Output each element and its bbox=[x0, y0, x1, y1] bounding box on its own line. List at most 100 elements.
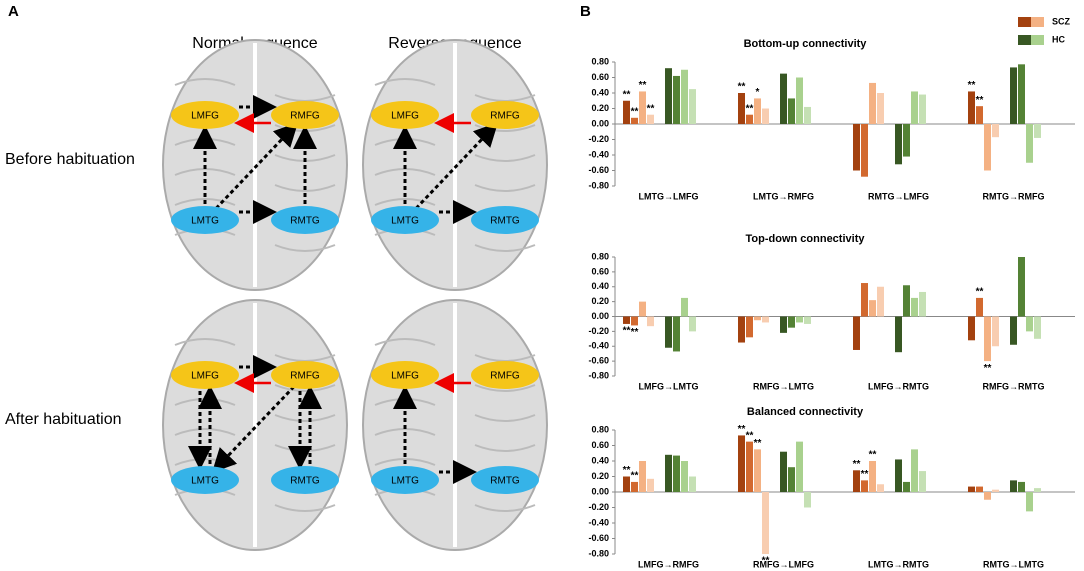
bar bbox=[796, 77, 803, 124]
bar bbox=[639, 301, 646, 317]
bar bbox=[788, 467, 795, 492]
significance: ** bbox=[861, 469, 869, 480]
node-label: LMFG bbox=[391, 111, 419, 122]
bar bbox=[911, 449, 918, 492]
node bbox=[471, 361, 539, 389]
significance: ** bbox=[746, 103, 754, 114]
bar bbox=[804, 492, 811, 508]
bar bbox=[647, 316, 654, 327]
y-tick-label: -0.80 bbox=[588, 548, 609, 558]
bar bbox=[796, 441, 803, 492]
y-tick-label: 0.00 bbox=[591, 118, 609, 128]
bar bbox=[623, 100, 630, 124]
bar bbox=[746, 114, 753, 124]
bar bbox=[861, 124, 868, 177]
bar bbox=[895, 459, 902, 492]
bar bbox=[623, 476, 630, 492]
node bbox=[371, 206, 439, 234]
significance: ** bbox=[647, 103, 655, 114]
bar bbox=[631, 481, 638, 492]
bar bbox=[919, 291, 926, 317]
legend-swatch bbox=[1031, 17, 1044, 27]
legend-swatch bbox=[1031, 35, 1044, 45]
bar bbox=[804, 316, 811, 324]
bar bbox=[762, 316, 769, 323]
bar bbox=[984, 316, 991, 362]
chart-title: Top-down connectivity bbox=[746, 233, 866, 245]
panel-label: B bbox=[580, 3, 591, 20]
bar bbox=[1010, 67, 1017, 124]
bar bbox=[903, 124, 910, 157]
y-tick-label: -0.20 bbox=[588, 326, 609, 336]
significance: ** bbox=[976, 95, 984, 106]
node-label: RMTG bbox=[290, 476, 320, 487]
bar bbox=[903, 285, 910, 317]
node bbox=[371, 361, 439, 389]
bar bbox=[869, 300, 876, 317]
y-tick-label: 0.20 bbox=[591, 296, 609, 306]
bar bbox=[984, 124, 991, 171]
bar bbox=[1034, 316, 1041, 339]
bar bbox=[804, 106, 811, 124]
x-tick-label: LMTG→RMFG bbox=[753, 191, 814, 201]
node bbox=[471, 101, 539, 129]
y-tick-label: -0.40 bbox=[588, 517, 609, 527]
bar bbox=[877, 93, 884, 124]
arrow bbox=[414, 122, 499, 210]
y-tick-label: -0.60 bbox=[588, 356, 609, 366]
significance: ** bbox=[968, 80, 976, 91]
node-label: RMTG bbox=[490, 216, 520, 227]
node bbox=[171, 101, 239, 129]
significance: ** bbox=[623, 465, 631, 476]
significance: * bbox=[756, 87, 760, 98]
node bbox=[171, 466, 239, 494]
y-tick-label: -0.80 bbox=[588, 180, 609, 190]
y-tick-label: -0.60 bbox=[588, 165, 609, 175]
node bbox=[471, 466, 539, 494]
bar bbox=[919, 94, 926, 124]
significance: ** bbox=[746, 430, 754, 441]
x-tick-label: LMTG→LMFG bbox=[639, 191, 699, 201]
row-title: Before habituation bbox=[5, 151, 135, 168]
bar bbox=[681, 297, 688, 317]
arrow bbox=[211, 385, 296, 473]
bar bbox=[689, 89, 696, 124]
significance: ** bbox=[754, 438, 762, 449]
x-tick-label: LMFG→RMTG bbox=[868, 381, 929, 391]
significance: ** bbox=[869, 450, 877, 461]
node-label: LMTG bbox=[191, 476, 219, 487]
bar bbox=[1010, 480, 1017, 492]
bar bbox=[754, 316, 761, 321]
y-tick-label: -0.40 bbox=[588, 341, 609, 351]
y-tick-label: 0.80 bbox=[591, 424, 609, 434]
y-tick-label: 0.20 bbox=[591, 471, 609, 481]
bar bbox=[992, 124, 999, 138]
bar bbox=[1026, 124, 1033, 163]
legend-swatch bbox=[1018, 35, 1031, 45]
y-tick-label: 0.40 bbox=[591, 281, 609, 291]
x-tick-label: RMTG→LMFG bbox=[868, 191, 929, 201]
bar bbox=[853, 316, 860, 350]
node-label: LMFG bbox=[391, 371, 419, 382]
node-label: LMTG bbox=[391, 216, 419, 227]
bar bbox=[673, 75, 680, 124]
x-tick-label: RMFG→LMTG bbox=[753, 381, 814, 391]
x-tick-label: LMFG→RMFG bbox=[638, 559, 699, 569]
significance: ** bbox=[738, 424, 746, 435]
bar bbox=[689, 316, 696, 332]
legend-label: SCZ bbox=[1052, 16, 1071, 26]
bar bbox=[689, 476, 696, 492]
bar bbox=[1026, 316, 1033, 332]
node bbox=[171, 206, 239, 234]
node-label: RMFG bbox=[290, 371, 320, 382]
bar bbox=[738, 435, 745, 492]
bar bbox=[869, 461, 876, 492]
bar bbox=[976, 486, 983, 492]
bar bbox=[780, 451, 787, 492]
y-tick-label: 0.80 bbox=[591, 56, 609, 66]
bar bbox=[869, 82, 876, 124]
panel-label: A bbox=[8, 3, 19, 20]
node bbox=[271, 206, 339, 234]
y-tick-label: 0.20 bbox=[591, 103, 609, 113]
